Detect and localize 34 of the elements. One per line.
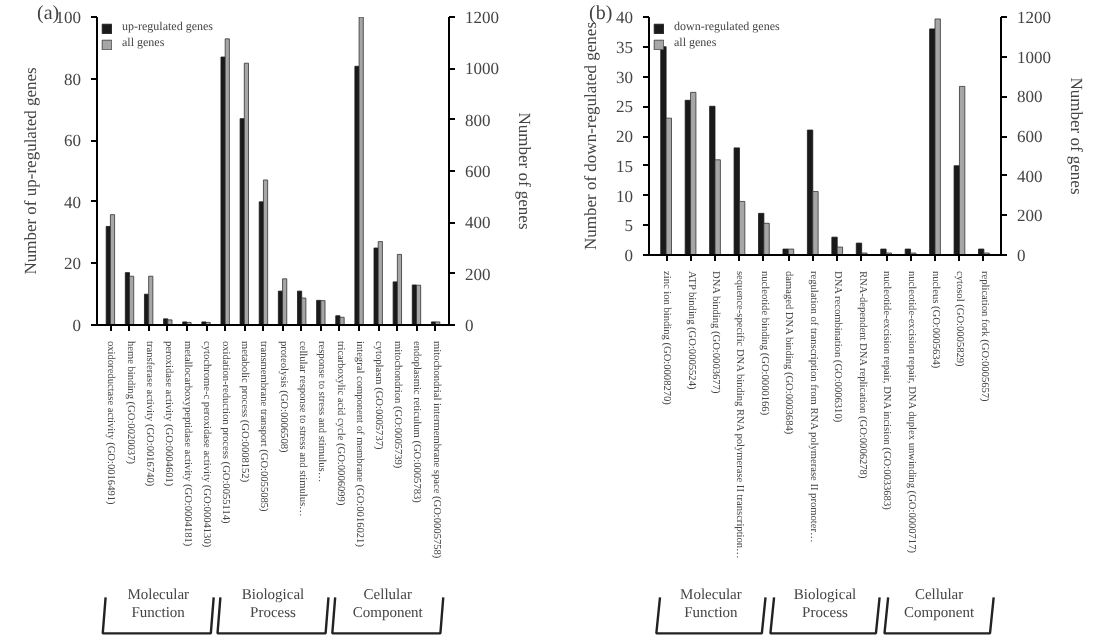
chart-title: (b) bbox=[589, 3, 613, 25]
y2-tick-label: 0 bbox=[1017, 245, 1026, 265]
y2-tick-label: 200 bbox=[1017, 205, 1043, 226]
y-tick-label: 30 bbox=[616, 66, 633, 87]
y-axis-title: Number of up-regulated genes bbox=[19, 67, 40, 275]
y-tick-label: 60 bbox=[64, 130, 81, 151]
y-tick-label: 0 bbox=[624, 245, 633, 265]
y2-tick-label: 600 bbox=[465, 161, 491, 181]
y2-tick-label: 800 bbox=[465, 109, 491, 130]
y2-tick-label: 400 bbox=[465, 212, 491, 233]
y2-tick-label: 0 bbox=[465, 315, 474, 335]
y-tick-label: 35 bbox=[616, 36, 633, 57]
chart-title: (a) bbox=[37, 3, 60, 25]
y-tick-label: 15 bbox=[616, 155, 633, 176]
y-tick-label: 25 bbox=[616, 96, 633, 117]
y2-tick-label: 400 bbox=[1017, 165, 1043, 186]
y-tick-label: 20 bbox=[616, 126, 633, 146]
y-tick-label: 0 bbox=[72, 315, 81, 335]
y-tick-label: 5 bbox=[624, 215, 633, 236]
y2-tick-label: 1200 bbox=[465, 7, 499, 27]
y-axis-title: Number of down-regulated genes bbox=[580, 21, 600, 250]
y-tick-label: 10 bbox=[616, 185, 633, 206]
y2-tick-label: 1000 bbox=[1017, 46, 1051, 67]
y-tick-label: 40 bbox=[616, 7, 633, 27]
y2-tick-label: 800 bbox=[1017, 86, 1043, 107]
y2-tick-label: 600 bbox=[1017, 126, 1043, 146]
y2-tick-label: 200 bbox=[465, 263, 491, 284]
y2-tick-label: 1200 bbox=[1017, 7, 1051, 27]
y-tick-label: 80 bbox=[64, 68, 81, 89]
y2-tick-label: 1000 bbox=[465, 58, 499, 79]
y-tick-label: 40 bbox=[64, 191, 81, 212]
y-tick-label: 20 bbox=[64, 253, 81, 274]
y2-axis-title: Number of genes bbox=[515, 112, 535, 230]
y2-axis-title: Number of genes bbox=[1067, 77, 1087, 195]
